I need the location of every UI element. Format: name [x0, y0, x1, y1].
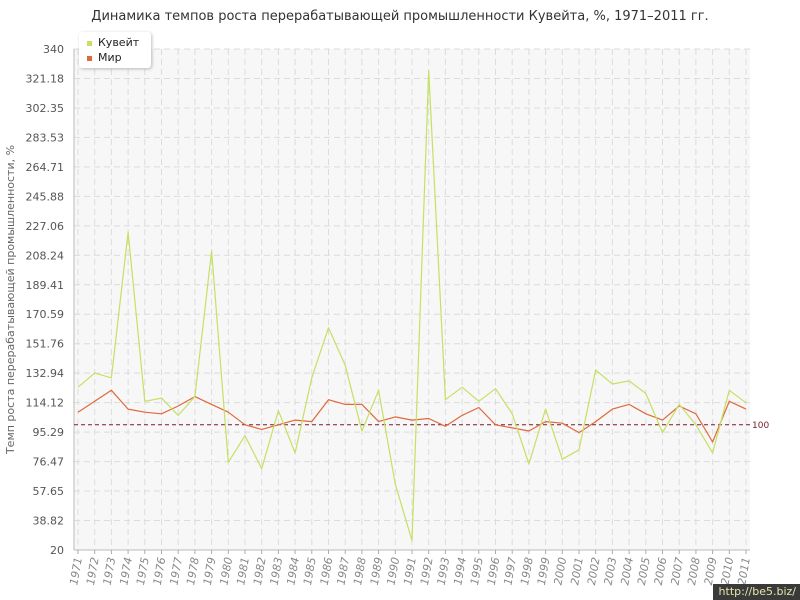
y-tick-label: 245.88 [26, 190, 65, 203]
x-tick-label: 1977 [167, 556, 185, 586]
x-tick-label: 2004 [618, 556, 636, 586]
legend-label-world: Мир [98, 51, 122, 64]
x-tick-label: 1980 [218, 556, 236, 586]
y-tick-label: 151.76 [26, 338, 65, 351]
x-tick-label: 1991 [401, 556, 419, 586]
legend-item-world[interactable]: Мир [87, 51, 122, 65]
y-tick-label: 57.65 [33, 485, 65, 498]
x-tick-label: 2005 [635, 556, 653, 586]
x-tick-label: 1988 [351, 556, 369, 586]
y-axis-title: Темп роста перерабатывающей промышленнос… [4, 145, 17, 455]
legend-swatch-world [87, 55, 92, 61]
x-tick-label: 1986 [318, 556, 336, 586]
legend: Кувейт Мир [79, 32, 151, 68]
x-tick-label: 1990 [385, 556, 403, 586]
y-tick-label: 170.59 [26, 308, 65, 321]
y-tick-label: 95.29 [33, 426, 65, 439]
chart-title: Динамика темпов роста перерабатывающей п… [91, 9, 709, 24]
x-tick-label: 1997 [501, 556, 519, 586]
x-tick-label: 2006 [652, 556, 670, 586]
x-tick-label: 1978 [184, 556, 202, 586]
series-line-world [77, 389, 747, 443]
x-tick-label: 2010 [719, 556, 737, 586]
x-tick-label: 1987 [334, 556, 352, 586]
y-tick-label: 76.47 [33, 456, 65, 469]
x-tick-label: 1975 [134, 556, 152, 586]
x-tick-label: 1982 [251, 556, 269, 586]
x-tick-label: 2002 [585, 556, 603, 586]
y-tick-label: 20 [50, 544, 64, 557]
x-tick-label: 1996 [485, 556, 503, 586]
x-tick-label: 2009 [702, 556, 720, 586]
x-tick-label: 1999 [535, 556, 553, 586]
reference-line-label: 100 [752, 421, 769, 431]
x-tick-label: 1994 [451, 556, 469, 586]
y-tick-label: 208.24 [26, 249, 65, 262]
y-tick-label: 38.82 [33, 515, 65, 528]
x-tick-label: 1974 [117, 556, 135, 586]
y-tick-label: 302.35 [26, 102, 65, 115]
x-tick-label: 2003 [602, 556, 620, 586]
x-tick-label: 1989 [368, 556, 386, 586]
x-tick-label: 2000 [552, 556, 570, 586]
x-tick-label: 1979 [201, 556, 219, 586]
watermark[interactable]: http://be5.biz/ [712, 584, 800, 600]
y-tick-label: 283.53 [26, 131, 65, 144]
x-tick-label: 1993 [435, 556, 453, 586]
x-tick-label: 2011 [735, 556, 753, 586]
y-tick-label: 340 [43, 43, 64, 56]
x-tick-label: 1983 [268, 556, 286, 586]
x-tick-label: 2001 [568, 556, 586, 586]
x-tick-label: 1998 [518, 556, 536, 586]
y-tick-label: 114.12 [26, 397, 65, 410]
y-tick-label: 264.71 [26, 161, 65, 174]
y-tick-label: 227.06 [26, 220, 65, 233]
legend-label-kuwait: Кувейт [98, 36, 140, 49]
y-tick-label: 189.41 [26, 279, 65, 292]
y-tick-label: 321.18 [26, 72, 65, 85]
x-tick-label: 1984 [284, 556, 302, 586]
x-tick-label: 1981 [234, 556, 252, 586]
x-tick-label: 1972 [84, 556, 102, 586]
x-tick-label: 1992 [418, 556, 436, 586]
x-tick-label: 1995 [468, 556, 486, 586]
legend-item-kuwait[interactable]: Кувейт [87, 36, 139, 50]
y-tick-label: 132.94 [26, 367, 65, 380]
x-tick-label: 1985 [301, 556, 319, 586]
x-tick-label: 1976 [151, 556, 169, 586]
x-tick-label: 1973 [101, 556, 119, 586]
series-line-kuwait [77, 70, 747, 542]
x-tick-label: 1971 [67, 556, 85, 586]
x-tick-label: 2008 [685, 556, 703, 586]
x-tick-label: 2007 [668, 556, 686, 586]
legend-swatch-kuwait [87, 40, 92, 46]
